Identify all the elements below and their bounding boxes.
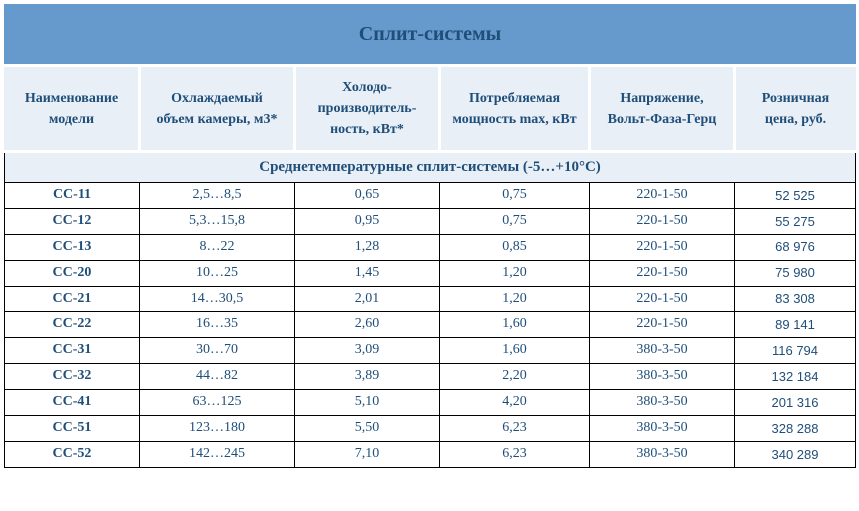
cell-power: 2,20 (440, 364, 590, 390)
cell-volume: 142…245 (140, 441, 295, 467)
cell-volume: 44…82 (140, 364, 295, 390)
table-row: СС-125,3…15,80,950,75220-1-5055 275 (5, 208, 856, 234)
table-row: СС-138…221,280,85220-1-5068 976 (5, 234, 856, 260)
cell-cooling: 0,65 (295, 183, 440, 209)
cell-price: 340 289 (735, 441, 856, 467)
cell-price: 116 794 (735, 338, 856, 364)
table-row: СС-2010…251,451,20220-1-5075 980 (5, 260, 856, 286)
cell-power: 1,20 (440, 260, 590, 286)
table-row: СС-52142…2457,106,23380-3-50340 289 (5, 441, 856, 467)
cell-price: 89 141 (735, 312, 856, 338)
column-header: Розничнаяцена, руб. (735, 66, 856, 152)
cell-volume: 14…30,5 (140, 286, 295, 312)
cell-volume: 16…35 (140, 312, 295, 338)
cell-power: 0,85 (440, 234, 590, 260)
cell-power: 0,75 (440, 183, 590, 209)
cell-cooling: 0,95 (295, 208, 440, 234)
cell-volume: 5,3…15,8 (140, 208, 295, 234)
header-row: НаименованиемоделиОхлаждаемыйобъем камер… (5, 66, 856, 152)
table-row: СС-3130…703,091,60380-3-50116 794 (5, 338, 856, 364)
cell-price: 83 308 (735, 286, 856, 312)
cell-price: 52 525 (735, 183, 856, 209)
cell-volume: 10…25 (140, 260, 295, 286)
cell-price: 328 288 (735, 416, 856, 442)
cell-power: 1,20 (440, 286, 590, 312)
column-header: Потребляемаямощность max, кВт (440, 66, 590, 152)
cell-power: 4,20 (440, 390, 590, 416)
cell-model: СС-52 (5, 441, 140, 467)
cell-cooling: 2,60 (295, 312, 440, 338)
table-row: СС-112,5…8,50,650,75220-1-5052 525 (5, 183, 856, 209)
cell-cooling: 7,10 (295, 441, 440, 467)
cell-model: СС-21 (5, 286, 140, 312)
cell-price: 132 184 (735, 364, 856, 390)
cell-voltage: 220-1-50 (590, 183, 735, 209)
table-row: СС-2216…352,601,60220-1-5089 141 (5, 312, 856, 338)
cell-voltage: 220-1-50 (590, 234, 735, 260)
column-header: Напряжение,Вольт-Фаза-Герц (590, 66, 735, 152)
split-systems-table: Сплит-системы НаименованиемоделиОхлаждае… (4, 4, 856, 468)
cell-voltage: 220-1-50 (590, 286, 735, 312)
cell-price: 75 980 (735, 260, 856, 286)
cell-price: 68 976 (735, 234, 856, 260)
cell-model: СС-32 (5, 364, 140, 390)
data-body: СС-112,5…8,50,650,75220-1-5052 525СС-125… (5, 183, 856, 468)
cell-voltage: 220-1-50 (590, 208, 735, 234)
cell-volume: 2,5…8,5 (140, 183, 295, 209)
column-header: Наименованиемодели (5, 66, 140, 152)
cell-power: 1,60 (440, 312, 590, 338)
table-row: СС-51123…1805,506,23380-3-50328 288 (5, 416, 856, 442)
cell-voltage: 220-1-50 (590, 260, 735, 286)
cell-model: СС-12 (5, 208, 140, 234)
cell-price: 55 275 (735, 208, 856, 234)
cell-price: 201 316 (735, 390, 856, 416)
cell-volume: 123…180 (140, 416, 295, 442)
column-header: Холодо-производитель-ность, кВт* (295, 66, 440, 152)
cell-power: 6,23 (440, 416, 590, 442)
cell-model: СС-41 (5, 390, 140, 416)
table-title: Сплит-системы (5, 5, 856, 66)
cell-cooling: 3,09 (295, 338, 440, 364)
table-row: СС-2114…30,52,011,20220-1-5083 308 (5, 286, 856, 312)
cell-cooling: 1,45 (295, 260, 440, 286)
cell-model: СС-13 (5, 234, 140, 260)
cell-model: СС-22 (5, 312, 140, 338)
cell-cooling: 3,89 (295, 364, 440, 390)
cell-voltage: 380-3-50 (590, 364, 735, 390)
column-header: Охлаждаемыйобъем камеры, м3* (140, 66, 295, 152)
section-title: Среднетемпературные сплит-системы (-5…+1… (5, 152, 856, 183)
cell-voltage: 380-3-50 (590, 338, 735, 364)
cell-voltage: 380-3-50 (590, 390, 735, 416)
cell-volume: 63…125 (140, 390, 295, 416)
cell-volume: 8…22 (140, 234, 295, 260)
cell-model: СС-31 (5, 338, 140, 364)
table-row: СС-4163…1255,104,20380-3-50201 316 (5, 390, 856, 416)
cell-model: СС-20 (5, 260, 140, 286)
cell-cooling: 5,10 (295, 390, 440, 416)
cell-volume: 30…70 (140, 338, 295, 364)
cell-power: 6,23 (440, 441, 590, 467)
cell-power: 1,60 (440, 338, 590, 364)
cell-cooling: 5,50 (295, 416, 440, 442)
cell-model: СС-51 (5, 416, 140, 442)
cell-cooling: 2,01 (295, 286, 440, 312)
cell-cooling: 1,28 (295, 234, 440, 260)
cell-voltage: 380-3-50 (590, 441, 735, 467)
cell-voltage: 380-3-50 (590, 416, 735, 442)
cell-voltage: 220-1-50 (590, 312, 735, 338)
table-row: СС-3244…823,892,20380-3-50132 184 (5, 364, 856, 390)
cell-power: 0,75 (440, 208, 590, 234)
cell-model: СС-11 (5, 183, 140, 209)
